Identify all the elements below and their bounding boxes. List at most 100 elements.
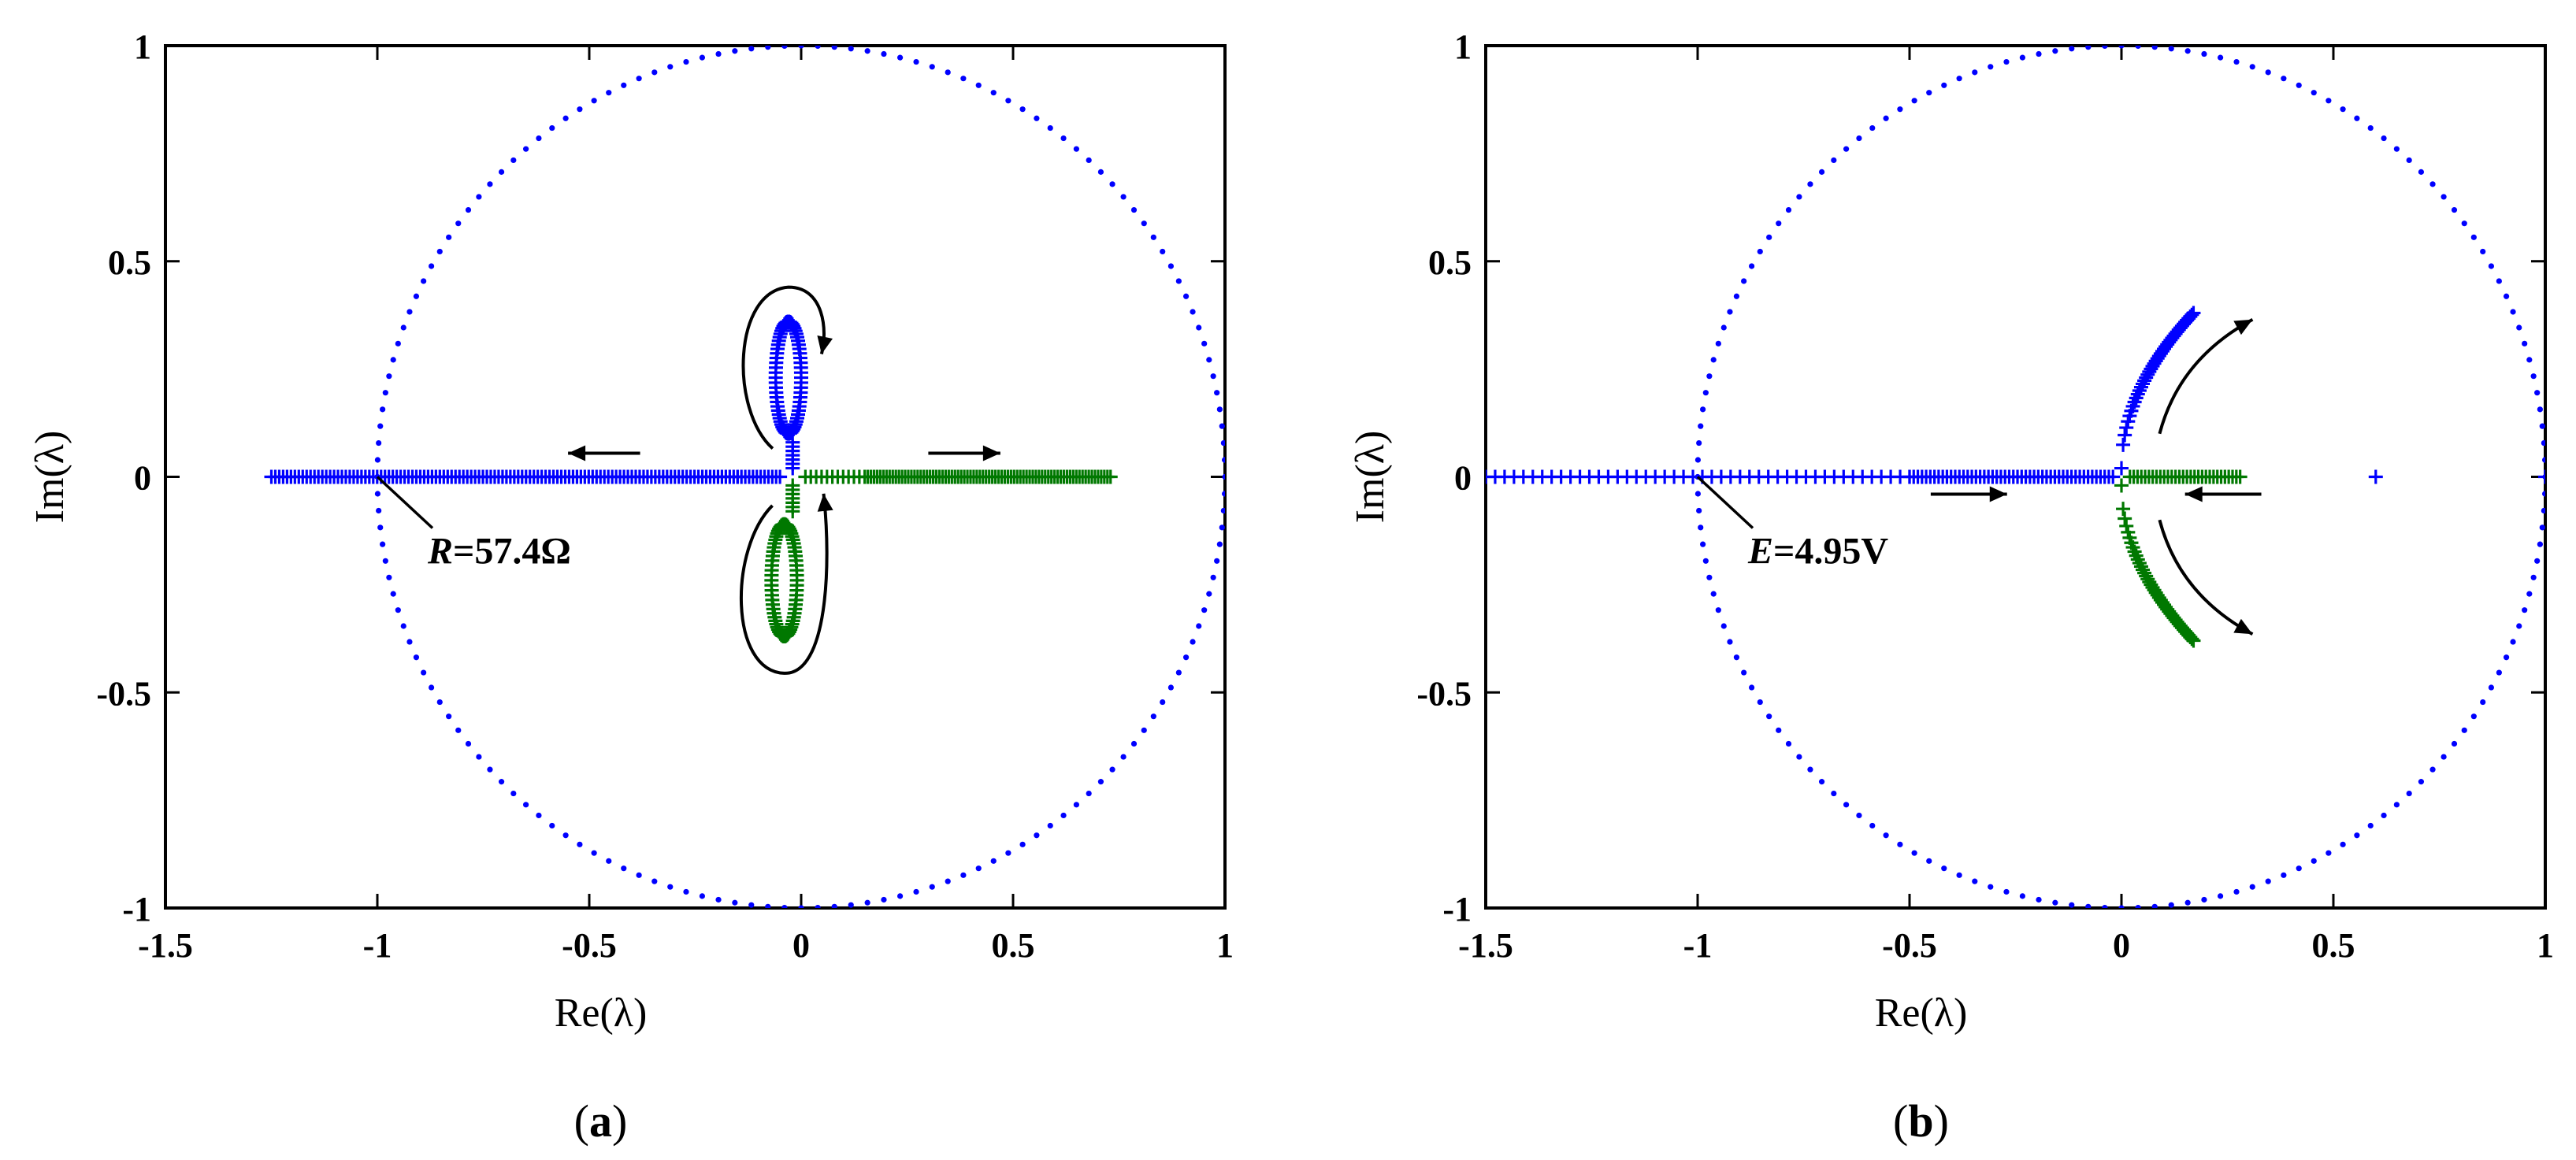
unit-circle-point: [1086, 790, 1092, 797]
unit-circle-point: [406, 309, 413, 315]
unit-circle-point: [913, 58, 919, 65]
unit-circle-point: [1141, 221, 1147, 227]
unit-circle-point: [1222, 473, 1225, 480]
unit-circle-point: [1150, 713, 1156, 720]
series-blue-point: [2132, 384, 2147, 398]
unit-circle-point: [2480, 248, 2486, 255]
unit-circle-point: [1741, 278, 1747, 284]
unit-circle-point: [815, 46, 821, 50]
unit-circle-point: [428, 263, 435, 269]
unit-circle-point: [2265, 878, 2271, 884]
unit-circle-point: [715, 50, 722, 57]
unit-circle-point: [2470, 713, 2477, 720]
unit-circle-point: [2381, 135, 2387, 142]
unit-circle-point: [2340, 106, 2346, 113]
series-green-point: [2184, 632, 2199, 647]
unit-circle-point: [2496, 669, 2502, 676]
unit-circle-point: [1196, 324, 1202, 331]
unit-circle-point: [2085, 46, 2092, 50]
unit-circle-point: [376, 439, 382, 447]
unit-circle-point: [376, 507, 382, 514]
unit-circle-point: [2406, 790, 2412, 797]
series-blue-point: [2137, 373, 2152, 388]
unit-circle-point: [929, 64, 935, 70]
unit-circle-point: [2019, 893, 2026, 899]
unit-circle-point: [390, 357, 396, 363]
direction-arrowhead: [982, 445, 1000, 461]
unit-circle-point: [2488, 263, 2495, 269]
unit-circle-point: [421, 278, 427, 284]
x-tick-label: -1: [363, 926, 392, 965]
unit-circle-point: [1710, 591, 1717, 597]
unit-circle-point: [465, 206, 472, 213]
unit-circle-point: [498, 169, 505, 175]
unit-circle-point: [1160, 248, 1166, 255]
x-tick-label: 0.5: [992, 926, 1035, 965]
unit-circle-point: [2534, 558, 2541, 564]
unit-circle-point: [382, 390, 388, 396]
unit-circle-point: [1710, 357, 1717, 363]
unit-circle-point: [2526, 357, 2533, 363]
unit-circle-point: [522, 802, 529, 808]
unit-circle-point: [1182, 293, 1190, 299]
unit-circle-point: [848, 46, 854, 52]
unit-circle-point: [2516, 623, 2522, 629]
unit-circle-point: [2069, 902, 2075, 908]
unit-circle-point: [864, 899, 870, 906]
unit-circle-point: [2296, 865, 2302, 872]
panel-label-part: (: [574, 1095, 589, 1147]
unit-circle-point: [765, 46, 771, 50]
series-blue-point: [2119, 421, 2134, 435]
unit-circle-point: [436, 699, 443, 706]
unit-circle-point: [945, 69, 951, 76]
unit-circle-point: [1130, 206, 1138, 213]
unit-circle-point: [2503, 293, 2510, 299]
plot-area: [264, 46, 1225, 908]
unit-circle-point: [1926, 90, 1932, 96]
unit-circle-point: [2461, 727, 2467, 733]
unit-circle-point: [2311, 858, 2317, 864]
x-tick-label: -1.5: [1458, 926, 1513, 965]
direction-arrowhead: [2184, 486, 2203, 502]
unit-circle-point: [1988, 64, 1994, 70]
unit-circle-point: [2496, 278, 2502, 284]
unit-circle-point: [2537, 541, 2543, 547]
panel-label: (b): [1893, 1095, 1949, 1147]
y-tick-label: -1: [1442, 890, 1472, 928]
unit-circle-point: [2429, 181, 2436, 187]
unit-circle-point: [1926, 858, 1932, 864]
unit-circle-point: [1757, 699, 1763, 706]
unit-circle-point: [683, 58, 689, 65]
unit-circle-point: [1201, 607, 1208, 613]
unit-circle-point: [990, 858, 997, 864]
unit-circle-point: [1748, 263, 1755, 269]
unit-circle-point: [1727, 639, 1733, 645]
unit-circle-point: [864, 48, 870, 54]
unit-circle-point: [1818, 169, 1825, 175]
y-tick-label: 0: [1454, 459, 1472, 498]
series-blue-point: [793, 375, 808, 390]
unit-circle-point: [390, 591, 396, 597]
unit-circle-point: [428, 684, 435, 691]
unit-circle-point: [606, 90, 612, 96]
unit-circle-point: [781, 904, 788, 908]
unit-circle-point: [2534, 390, 2541, 396]
unit-circle-point: [2052, 48, 2058, 54]
x-tick-label: 1: [2537, 926, 2554, 965]
unit-circle-point: [2151, 903, 2158, 908]
unit-circle-point: [591, 98, 597, 104]
series-blue-point: [2116, 437, 2131, 452]
unit-circle-point: [522, 146, 529, 152]
unit-circle-point: [1972, 878, 1978, 884]
direction-arrow: [740, 493, 829, 675]
unit-circle-point: [1911, 850, 1917, 856]
y-tick-label: 1: [1454, 28, 1472, 66]
unit-circle-point: [1897, 106, 1903, 113]
unit-circle-point: [1694, 491, 1702, 497]
unit-circle-point: [1972, 69, 1978, 76]
unit-circle-point: [1206, 357, 1212, 363]
unit-circle-point: [1883, 832, 1889, 839]
y-axis-label: Im(λ): [28, 431, 72, 524]
unit-circle-point: [577, 841, 583, 847]
direction-arrow: [2158, 317, 2254, 435]
